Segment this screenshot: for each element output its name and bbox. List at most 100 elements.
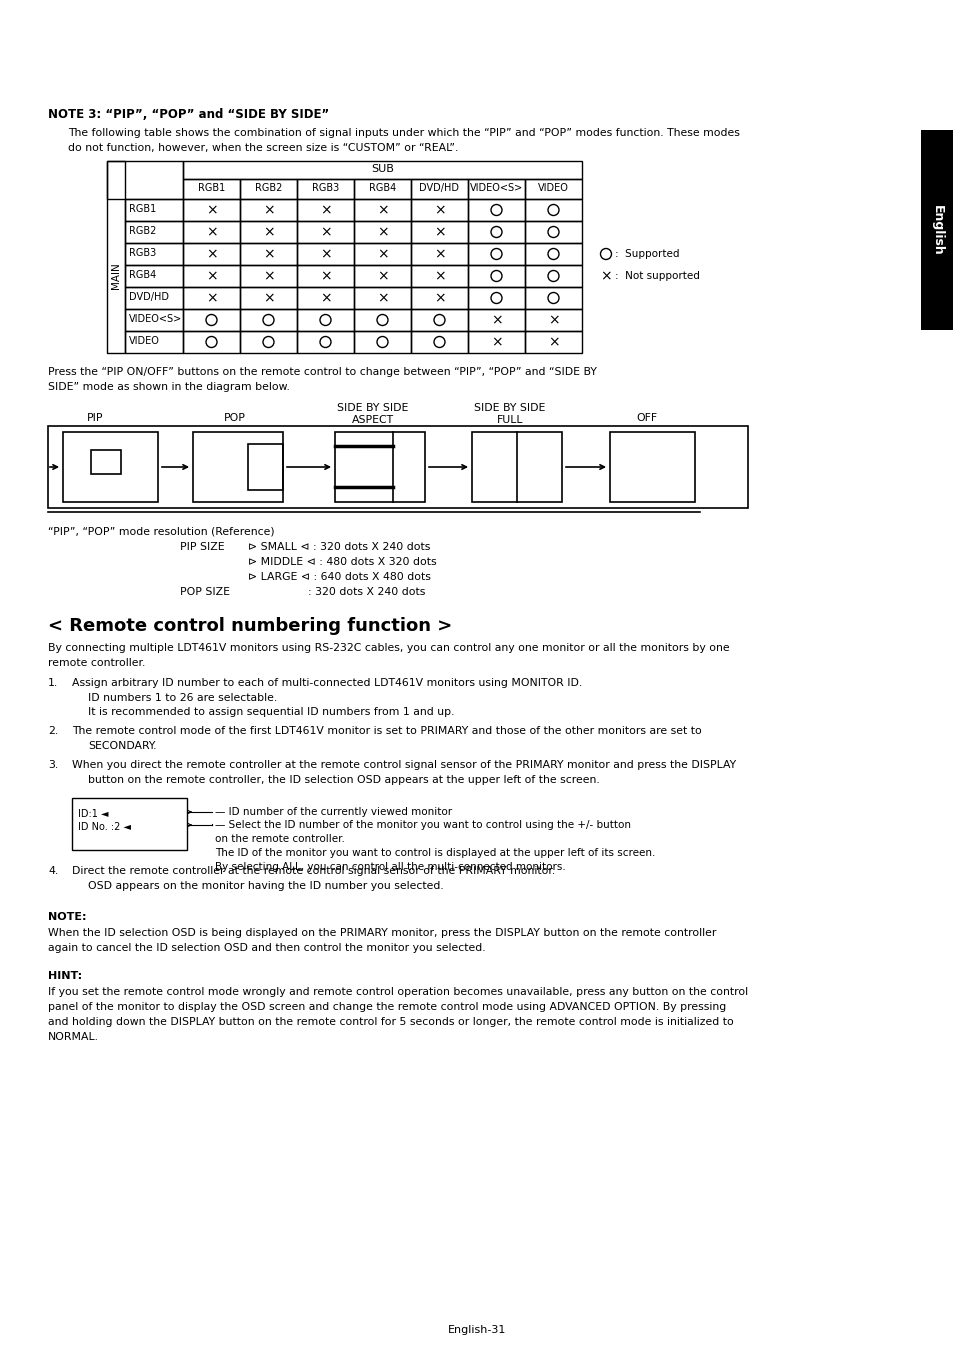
Text: ×: × [319, 247, 331, 261]
Bar [71, 798, 187, 850]
Text: ×: × [206, 290, 217, 305]
Text: do not function, however, when the screen size is “CUSTOM” or “REAL”.: do not function, however, when the scree… [68, 143, 457, 153]
Bar [183, 309, 240, 331]
Text: PIP SIZE: PIP SIZE [180, 542, 224, 553]
Text: panel of the monitor to display the OSD screen and change the remote control mod: panel of the monitor to display the OSD … [48, 1002, 725, 1012]
Bar [240, 286, 296, 309]
Text: ×: × [262, 226, 274, 239]
Bar [411, 265, 468, 286]
Text: NORMAL.: NORMAL. [48, 1032, 99, 1042]
Bar [524, 178, 581, 199]
Bar [183, 286, 240, 309]
Bar [524, 222, 581, 243]
Text: and holding down the DISPLAY button on the remote control for 5 seconds or longe: and holding down the DISPLAY button on t… [48, 1017, 733, 1027]
Text: MAIN: MAIN [111, 262, 121, 289]
Bar [354, 178, 411, 199]
Text: ×: × [434, 247, 445, 261]
Bar [125, 243, 183, 265]
Text: OFF: OFF [636, 413, 657, 423]
Bar [472, 432, 561, 503]
Text: again to cancel the ID selection OSD and then control the monitor you selected.: again to cancel the ID selection OSD and… [48, 943, 485, 952]
Bar [296, 309, 354, 331]
Text: FULL: FULL [497, 415, 522, 426]
Text: PIP: PIP [87, 413, 103, 423]
Bar [183, 331, 240, 353]
Text: RGB4: RGB4 [369, 182, 395, 193]
Text: SIDE” mode as shown in the diagram below.: SIDE” mode as shown in the diagram below… [48, 382, 290, 392]
Text: When you direct the remote controller at the remote control signal sensor of the: When you direct the remote controller at… [71, 761, 736, 770]
Bar [354, 243, 411, 265]
Text: :  Supported: : Supported [615, 249, 679, 259]
Text: ×: × [376, 290, 388, 305]
Text: The ID of the monitor you want to control is displayed at the upper left of its : The ID of the monitor you want to contro… [214, 848, 655, 858]
Text: ⊳ SMALL ⊲ : 320 dots X 240 dots: ⊳ SMALL ⊲ : 320 dots X 240 dots [248, 542, 430, 553]
Text: on the remote controller.: on the remote controller. [214, 834, 345, 844]
Text: ×: × [262, 203, 274, 218]
Bar [240, 178, 296, 199]
Bar [183, 178, 240, 199]
Bar [411, 243, 468, 265]
Bar [524, 286, 581, 309]
Text: button on the remote controller, the ID selection OSD appears at the upper left : button on the remote controller, the ID … [88, 775, 599, 785]
Text: RGB3: RGB3 [312, 182, 338, 193]
Text: ×: × [319, 269, 331, 282]
Bar [240, 331, 296, 353]
Text: SECONDARY.: SECONDARY. [88, 740, 156, 751]
Text: RGB4: RGB4 [129, 270, 156, 280]
Text: — ID number of the currently viewed monitor: — ID number of the currently viewed moni… [214, 807, 452, 817]
Bar [920, 130, 953, 330]
Text: ×: × [376, 247, 388, 261]
Text: ×: × [599, 269, 611, 282]
Bar [354, 331, 411, 353]
Text: ×: × [262, 290, 274, 305]
Text: ×: × [262, 247, 274, 261]
Text: ×: × [434, 226, 445, 239]
Text: ⊳ MIDDLE ⊲ : 480 dots X 320 dots: ⊳ MIDDLE ⊲ : 480 dots X 320 dots [248, 557, 436, 567]
Text: ×: × [376, 269, 388, 282]
Text: NOTE 3: “PIP”, “POP” and “SIDE BY SIDE”: NOTE 3: “PIP”, “POP” and “SIDE BY SIDE” [48, 108, 329, 122]
Text: 2.: 2. [48, 725, 58, 736]
Text: POP: POP [224, 413, 246, 423]
Text: RGB1: RGB1 [129, 204, 156, 213]
Text: ×: × [206, 226, 217, 239]
Bar [296, 222, 354, 243]
Text: The following table shows the combination of signal inputs under which the “PIP”: The following table shows the combinatio… [68, 128, 740, 138]
Bar [183, 265, 240, 286]
Bar [354, 265, 411, 286]
Text: POP SIZE: POP SIZE [180, 586, 230, 597]
Text: ×: × [434, 269, 445, 282]
Text: If you set the remote control mode wrongly and remote control operation becomes : If you set the remote control mode wrong… [48, 988, 747, 997]
Text: ID No. :2 ◄: ID No. :2 ◄ [78, 821, 131, 832]
Text: ×: × [376, 203, 388, 218]
Bar [125, 199, 183, 222]
Bar [248, 444, 283, 490]
Bar [296, 243, 354, 265]
Text: English: English [929, 204, 943, 255]
Bar [125, 286, 183, 309]
Text: ×: × [434, 203, 445, 218]
Text: RGB2: RGB2 [254, 182, 282, 193]
Bar [183, 222, 240, 243]
Bar [411, 222, 468, 243]
Bar [107, 161, 183, 199]
Text: It is recommended to assign sequential ID numbers from 1 and up.: It is recommended to assign sequential I… [88, 707, 454, 717]
Bar [91, 450, 121, 474]
Bar [524, 265, 581, 286]
Text: ×: × [262, 269, 274, 282]
Text: ×: × [319, 290, 331, 305]
Text: 1.: 1. [48, 678, 58, 688]
Text: SIDE BY SIDE: SIDE BY SIDE [337, 403, 408, 413]
Bar [468, 222, 524, 243]
Text: RGB2: RGB2 [129, 226, 156, 236]
Bar [335, 432, 424, 503]
Bar [354, 309, 411, 331]
Text: NOTE:: NOTE: [48, 912, 87, 921]
Text: RGB1: RGB1 [197, 182, 225, 193]
Text: :  Not supported: : Not supported [615, 272, 700, 281]
Bar [468, 178, 524, 199]
Text: ×: × [376, 226, 388, 239]
Text: ×: × [319, 226, 331, 239]
Text: The remote control mode of the first LDT461V monitor is set to PRIMARY and those: The remote control mode of the first LDT… [71, 725, 701, 736]
Text: remote controller.: remote controller. [48, 658, 145, 667]
Bar [468, 286, 524, 309]
